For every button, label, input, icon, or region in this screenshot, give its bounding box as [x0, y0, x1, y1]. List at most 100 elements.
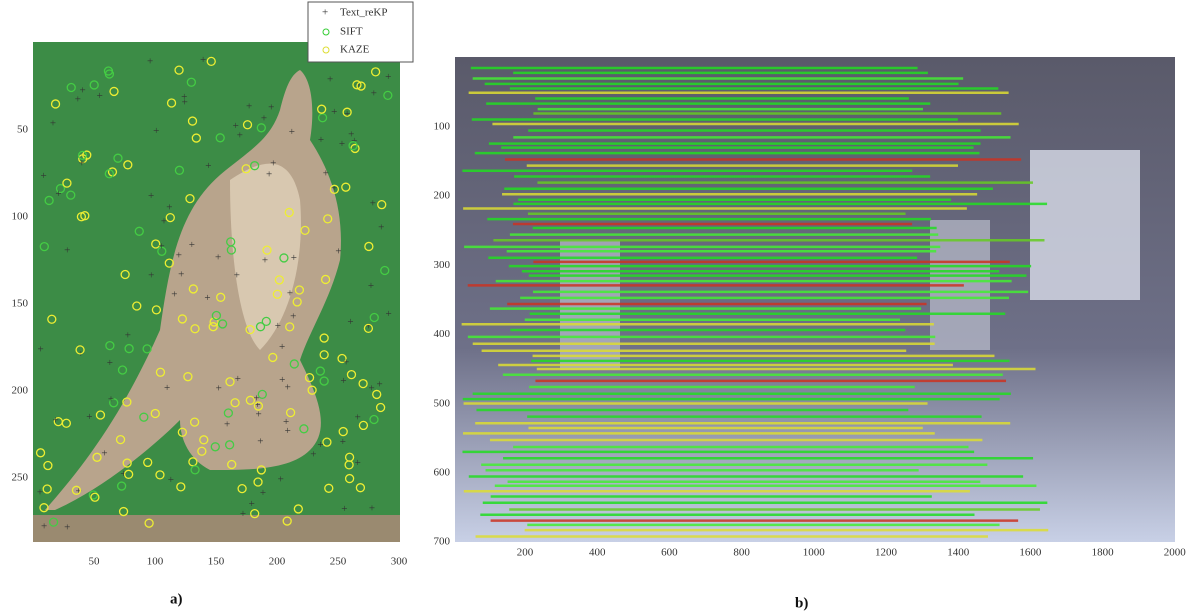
keypoint: + — [348, 129, 354, 141]
keypoint: + — [216, 383, 222, 395]
keypoint: + — [355, 411, 361, 423]
x-tick-label: 800 — [733, 547, 750, 559]
x-tick-label: 600 — [661, 547, 678, 559]
keypoint: + — [147, 55, 153, 67]
keypoint: + — [79, 158, 85, 170]
keypoint: + — [52, 415, 58, 427]
keypoint: + — [153, 125, 159, 137]
keypoint: + — [260, 487, 266, 499]
keypoint: + — [246, 101, 252, 113]
keypoint: + — [158, 241, 164, 253]
y-tick-label: 200 — [12, 385, 29, 397]
keypoint: + — [148, 190, 154, 202]
keypoint: + — [161, 216, 167, 228]
x-tick-label: 200 — [517, 547, 534, 559]
keypoint: + — [289, 126, 295, 138]
keypoint: + — [148, 269, 154, 281]
keypoint: + — [341, 503, 347, 515]
y-tick-label: 150 — [12, 298, 29, 310]
y-tick-label: 200 — [434, 190, 451, 202]
keypoint: + — [101, 447, 107, 459]
page: + + + + + + + + + + + + + + + + + + + + + + + + + + + + + + + + + + + + + + + +… — [0, 0, 1192, 615]
legend-label: SIFT — [340, 26, 363, 38]
x-tick-label: 1200 — [875, 547, 898, 559]
x-tick-label: 1600 — [1019, 547, 1042, 559]
keypoint: + — [369, 502, 375, 514]
keypoint: + — [377, 378, 383, 390]
keypoint: + — [189, 239, 195, 251]
keypoint: + — [249, 498, 255, 510]
keypoint: + — [255, 409, 261, 421]
keypoint: + — [262, 254, 268, 266]
keypoint: + — [171, 288, 177, 300]
keypoint: + — [97, 90, 103, 102]
keypoint: + — [64, 245, 70, 257]
keypoint: + — [37, 343, 43, 355]
y-tick-label: 500 — [434, 397, 451, 409]
keypoint: + — [253, 393, 259, 405]
keypoint: + — [317, 439, 323, 451]
caption: b) — [795, 595, 808, 611]
keypoint: + — [340, 375, 346, 387]
legend-marker: + — [322, 7, 328, 19]
legend-label: Text_reKP — [340, 7, 388, 19]
keypoint: + — [125, 329, 131, 341]
keypoint: + — [80, 85, 86, 97]
x-tick-label: 200 — [269, 556, 286, 568]
y-tick-label: 300 — [434, 259, 451, 271]
keypoint: + — [257, 436, 263, 448]
keypoint: + — [279, 374, 285, 386]
x-tick-label: 50 — [89, 556, 101, 568]
keypoint: + — [343, 356, 349, 368]
keypoint: + — [224, 419, 230, 431]
keypoint: + — [107, 357, 113, 369]
keypoint: + — [41, 170, 47, 182]
keypoint: + — [181, 91, 187, 103]
keypoint: + — [176, 249, 182, 261]
x-tick-label: 300 — [391, 556, 408, 568]
keypoint: + — [204, 292, 210, 304]
keypoint: + — [378, 222, 384, 234]
keypoint: + — [50, 117, 56, 129]
y-tick-label: 600 — [434, 467, 451, 479]
keypoint: + — [340, 436, 346, 448]
y-tick-label: 400 — [434, 328, 451, 340]
keypoint: + — [323, 167, 329, 179]
keypoint: + — [234, 270, 240, 282]
keypoint: + — [310, 449, 316, 461]
x-tick-label: 400 — [589, 547, 606, 559]
keypoint: + — [371, 88, 377, 100]
keypoint: + — [318, 134, 324, 146]
keypoint: + — [64, 522, 70, 534]
y-tick-label: 700 — [434, 536, 451, 548]
legend: + Text_reKP SIFT KAZE — [308, 2, 413, 62]
keypoint: + — [37, 486, 43, 498]
y-tick-label: 100 — [434, 121, 451, 133]
x-tick-label: 150 — [208, 556, 225, 568]
keypoint: + — [331, 106, 337, 118]
keypoint: + — [275, 320, 281, 332]
keypoint: + — [279, 341, 285, 353]
keypoint: + — [385, 308, 391, 320]
keypoint: + — [327, 74, 333, 86]
keypoint: + — [344, 108, 350, 120]
keypoint: + — [86, 411, 92, 423]
keypoint: + — [339, 138, 345, 150]
keypoint: + — [164, 382, 170, 394]
keypoint: + — [347, 316, 353, 328]
keypoint: + — [108, 393, 114, 405]
y-tick-label: 250 — [12, 472, 29, 484]
keypoint: + — [235, 373, 241, 385]
keypoint: + — [166, 202, 172, 214]
keypoint: + — [168, 474, 174, 486]
keypoint: + — [385, 71, 391, 83]
caption: a) — [170, 591, 183, 607]
keypoint: + — [41, 520, 47, 532]
x-tick-label: 2000 — [1164, 547, 1187, 559]
keypoint: + — [287, 288, 293, 300]
keypoint: + — [237, 129, 243, 141]
keypoint: + — [278, 473, 284, 485]
y-tick-label: 100 — [12, 211, 29, 223]
legend-label: KAZE — [340, 44, 370, 56]
keypoint: + — [120, 468, 126, 480]
